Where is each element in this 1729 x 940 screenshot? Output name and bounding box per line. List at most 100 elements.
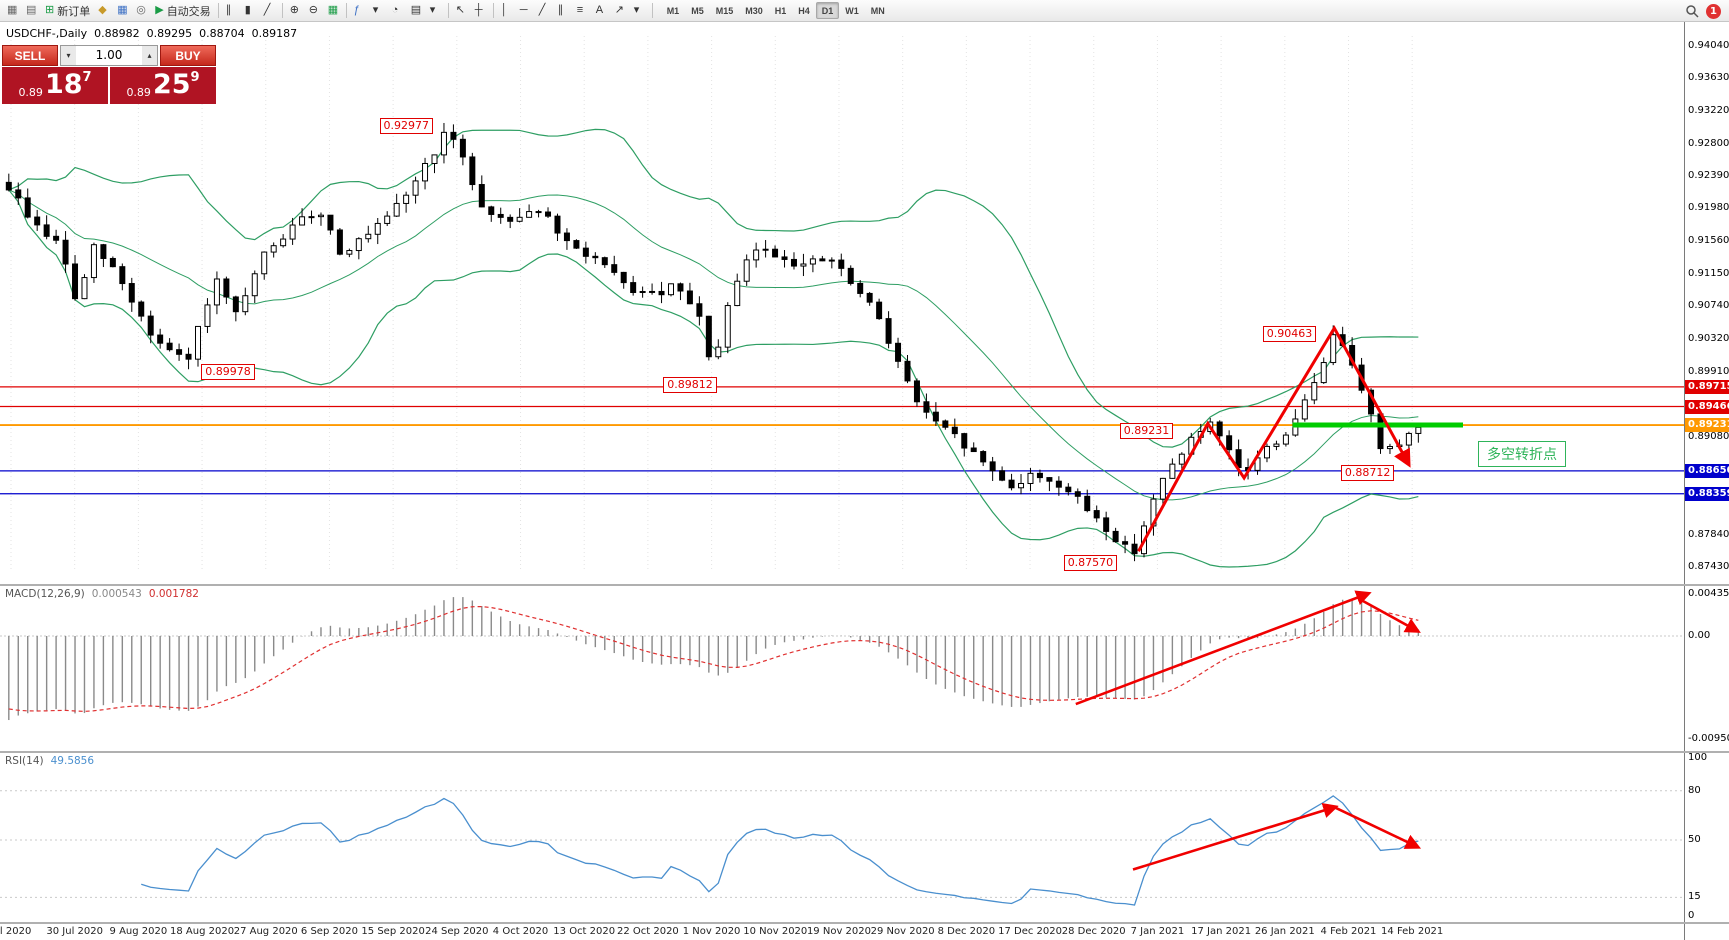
- indicators-icon[interactable]: ƒ: [350, 2, 369, 20]
- fibonacci-icon: ≡: [576, 4, 584, 16]
- timeframe-MN[interactable]: MN: [865, 2, 891, 19]
- navigator-icon: ▦: [117, 4, 128, 16]
- zoom-in-icon[interactable]: ⊕: [286, 2, 305, 20]
- date-label: 9 Aug 2020: [109, 926, 168, 937]
- charts-window-icon[interactable]: ▦: [3, 2, 22, 20]
- rsi-panel[interactable]: [0, 753, 1684, 922]
- symbol-title: USDCHF-,Daily: [6, 27, 88, 40]
- timeframe-H4[interactable]: H4: [792, 2, 816, 19]
- low-value: 0.88704: [199, 27, 245, 40]
- toolbar-separator: [651, 3, 653, 18]
- buy-price-display[interactable]: 0.89 25 9: [110, 67, 216, 104]
- date-label: 29 Nov 2020: [870, 926, 935, 937]
- macd-name: MACD(12,26,9): [5, 588, 85, 600]
- date-label: 26 Jan 2021: [1254, 926, 1315, 937]
- new-order-button[interactable]: ⊞ 新订单: [41, 2, 94, 20]
- indicators-dropdown-icon[interactable]: ▾: [369, 2, 388, 20]
- price-annotation: 0.89978: [201, 364, 255, 381]
- trendline-icon: ╱: [538, 4, 546, 16]
- axis-price-label: 0.90320: [1688, 333, 1729, 345]
- axis-price-label: 0.90740: [1688, 300, 1729, 312]
- tile-windows-icon[interactable]: ▦: [324, 2, 343, 20]
- timeframe-D1[interactable]: D1: [815, 2, 840, 19]
- buy-price-big: 25: [152, 69, 191, 100]
- search-icon[interactable]: [1685, 2, 1699, 20]
- sell-button[interactable]: SELL: [2, 45, 58, 66]
- vertical-line-icon[interactable]: │: [497, 2, 516, 20]
- trendline-icon[interactable]: ╱: [535, 2, 554, 20]
- volume-value[interactable]: 1.00: [95, 48, 123, 62]
- timeframe-H1[interactable]: H1: [769, 2, 793, 19]
- date-label: 10 Nov 2020: [743, 926, 808, 937]
- volume-decrease-button[interactable]: ▾: [61, 46, 76, 65]
- horizontal-line-icon: ─: [519, 4, 528, 16]
- candlestick-chart-icon[interactable]: ▮: [241, 2, 260, 20]
- timeframe-W1[interactable]: W1: [839, 2, 865, 19]
- macd-panel[interactable]: [0, 586, 1684, 751]
- axis-price-label: 0.94040: [1688, 40, 1729, 51]
- templates-icon: ▤: [410, 4, 422, 16]
- tile-windows-icon: ▦: [327, 4, 339, 16]
- open-value: 0.88982: [94, 27, 140, 40]
- crosshair-icon[interactable]: ┼: [471, 2, 490, 20]
- axis-price-badge: 0.88650: [1685, 463, 1729, 478]
- date-label: 1 Nov 2020: [682, 926, 741, 937]
- date-label: 19 Nov 2020: [806, 926, 871, 937]
- date-label: 6 Sep 2020: [300, 926, 358, 937]
- fibonacci-icon[interactable]: ≡: [573, 2, 592, 20]
- bar-chart-icon: ∥: [225, 4, 232, 16]
- axis-price-label: 0.004351: [1688, 588, 1729, 599]
- arrow-objects-icon: ↗: [614, 4, 624, 16]
- sell-price-display[interactable]: 0.89 18 7: [2, 67, 108, 104]
- volume-increase-button[interactable]: ▴: [142, 46, 157, 65]
- rsi-value: 49.5856: [50, 755, 95, 767]
- cursor-icon[interactable]: ↖: [452, 2, 471, 20]
- vertical-line-icon: │: [500, 4, 508, 16]
- date-label: 30 Jul 2020: [46, 926, 103, 937]
- timeframe-M30[interactable]: M30: [739, 2, 769, 19]
- navigator-icon[interactable]: ▦: [113, 2, 132, 20]
- horizontal-line-icon[interactable]: ─: [516, 2, 535, 20]
- line-chart-icon[interactable]: ╱: [260, 2, 279, 20]
- one-click-trading: SELL ▾ 1.00 ▴ BUY 0.89 18 7 0.89 25 9: [2, 45, 216, 104]
- toolbar: ▦ ▤ ⊞ 新订单 ◆ ▦ ◎ ▶ 自动交易 ∥ ▮ ╱ ⊕ ⊖ ▦ ƒ ▾ ◔ ▤ ▾ ↖ ┼ │ ─ ╱ ∥ ≡ A ↗ ▾ M1 M5…: [0, 0, 1729, 22]
- templates-icon[interactable]: ▤: [407, 2, 426, 20]
- buy-button[interactable]: BUY: [160, 45, 216, 66]
- zoom-out-icon: ⊖: [308, 4, 318, 16]
- rsi-label: RSI(14) 49.5856: [5, 755, 94, 767]
- autotrade-button[interactable]: ▶ 自动交易: [151, 2, 214, 20]
- arrow-objects-icon[interactable]: ↗: [611, 2, 630, 20]
- axis-price-label: 0.89910: [1688, 365, 1729, 377]
- channel-icon[interactable]: ∥: [554, 2, 573, 20]
- periods-icon[interactable]: ◔: [388, 2, 407, 20]
- profiles-icon[interactable]: ▤: [22, 2, 41, 20]
- shapes-dropdown-icon: ▾: [633, 4, 640, 16]
- axis-price-badge: 0.89466: [1685, 399, 1729, 414]
- timeframe-M1[interactable]: M1: [661, 2, 686, 19]
- price-annotation: 0.87570: [1063, 555, 1118, 572]
- bar-chart-icon[interactable]: ∥: [222, 2, 241, 20]
- axis-price-label: 0.87430: [1688, 561, 1729, 572]
- notification-badge[interactable]: 1: [1706, 3, 1721, 19]
- price-axis[interactable]: 0.94040 0.93630 0.93220 0.92800 0.92390 0.919…: [1684, 22, 1729, 940]
- axis-price-label: 0.91150: [1688, 267, 1729, 279]
- panel-divider[interactable]: [0, 751, 1729, 753]
- price-annotation: 0.88712: [1340, 465, 1395, 482]
- indicators-icon: ƒ: [353, 4, 360, 16]
- zoom-in-icon: ⊕: [289, 4, 299, 16]
- templates-dropdown-icon[interactable]: ▾: [426, 2, 445, 20]
- volume-box: ▾ 1.00 ▴: [60, 45, 158, 66]
- shapes-dropdown-icon[interactable]: ▾: [630, 2, 649, 20]
- main-chart[interactable]: [0, 22, 1684, 584]
- panel-divider[interactable]: [0, 584, 1729, 586]
- terminal-icon[interactable]: ◎: [132, 2, 151, 20]
- timeframe-M5[interactable]: M5: [685, 2, 710, 19]
- timeframe-M15[interactable]: M15: [710, 2, 740, 19]
- zoom-out-icon[interactable]: ⊖: [305, 2, 324, 20]
- axis-price-label: 0.87840: [1688, 528, 1729, 540]
- market-watch-icon[interactable]: ◆: [94, 2, 113, 20]
- date-label: 4 Feb 2021: [1320, 926, 1377, 937]
- high-value: 0.89295: [146, 27, 193, 40]
- text-label-icon[interactable]: A: [592, 2, 611, 20]
